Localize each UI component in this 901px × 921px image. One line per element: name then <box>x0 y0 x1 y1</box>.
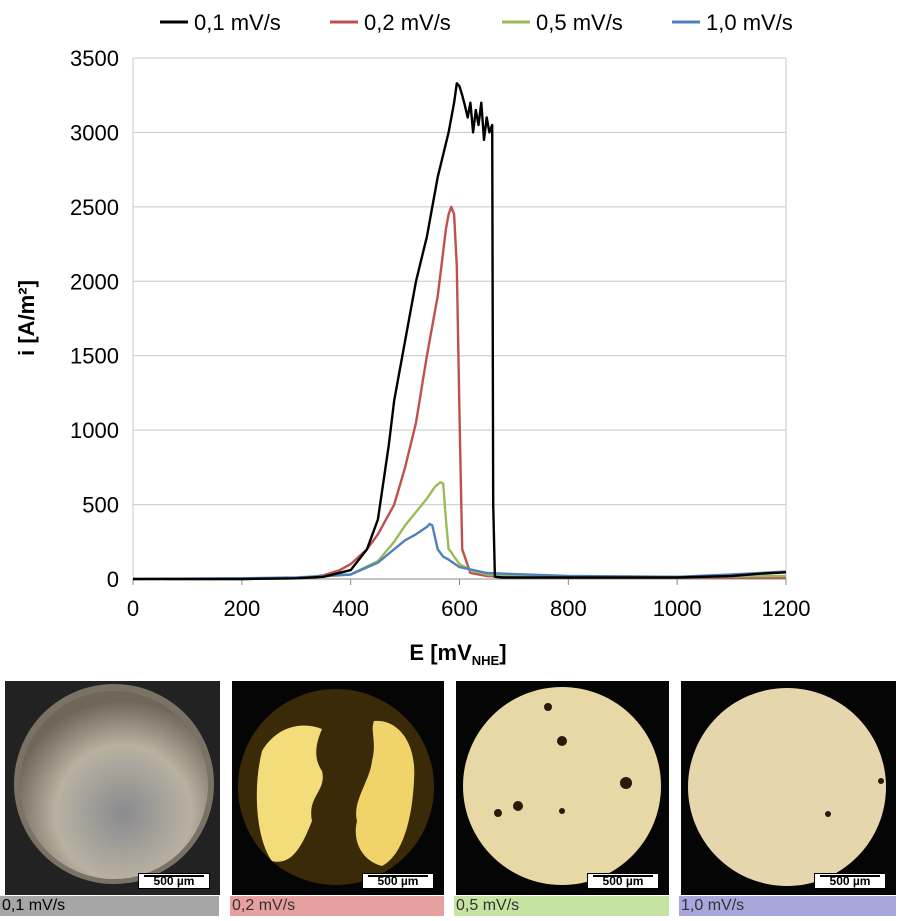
polarization-chart: 0 500 1000 1500 2000 2500 3000 3500 0 200 400 600 80… <box>14 10 810 668</box>
x-tick-label: 600 <box>441 596 478 621</box>
chart-axes: 0 500 1000 1500 2000 2500 3000 3500 0 200 400 600 80… <box>70 46 810 621</box>
chart-legend: 0,1 mV/s 0,2 mV/s 0,5 mV/s 1,0 mV/s <box>160 10 793 35</box>
chart-series <box>132 82 787 581</box>
y-tick-label: 3000 <box>70 120 119 145</box>
y-tick-label: 2000 <box>70 269 119 294</box>
y-tick-label: 1000 <box>70 418 119 443</box>
x-axis-label-main: E [mV <box>409 640 472 665</box>
y-tick-label: 2500 <box>70 195 119 220</box>
scale-bar-3: 500 µm <box>587 873 659 889</box>
scale-bar-4: 500 µm <box>814 873 886 889</box>
caption-1: 0,1 mV/s <box>0 896 219 916</box>
x-axis-label: E [mVNHE] <box>409 640 506 668</box>
y-axis-label: i [A/m²] <box>14 280 39 356</box>
scale-bar-2: 500 µm <box>362 873 434 889</box>
x-axis-label-subscript: NHE <box>472 653 500 668</box>
x-tick-label: 0 <box>127 596 139 621</box>
micrograph-2-image <box>232 681 444 895</box>
caption-3: 0,5 mV/s <box>454 896 669 916</box>
x-tick-label: 800 <box>550 596 587 621</box>
series-line-4 <box>132 522 787 581</box>
y-tick-label: 1500 <box>70 344 119 369</box>
y-tick-label: 3500 <box>70 46 119 71</box>
series-line-2 <box>165 205 786 581</box>
micrograph-3: 500 µm <box>456 681 669 895</box>
caption-2: 0,2 mV/s <box>230 896 444 916</box>
micrograph-4-image <box>681 681 896 895</box>
micrograph-4: 500 µm <box>681 681 896 895</box>
x-tick-label: 1200 <box>762 596 811 621</box>
legend-label-1: 0,1 mV/s <box>194 10 281 35</box>
caption-4: 1,0 mV/s <box>679 896 896 916</box>
series-line-1 <box>133 82 787 581</box>
legend-label-3: 0,5 mV/s <box>536 10 623 35</box>
micrograph-1: 500 µm <box>5 681 220 895</box>
x-tick-label: 400 <box>332 596 369 621</box>
y-tick-label: 0 <box>107 567 119 592</box>
x-tick-label: 200 <box>223 596 260 621</box>
series-line-3 <box>187 481 787 581</box>
scale-bar-1: 500 µm <box>138 873 210 889</box>
micrograph-1-image <box>5 681 220 895</box>
y-tick-label: 500 <box>82 493 119 518</box>
micrograph-2: 500 µm <box>232 681 444 895</box>
x-axis-label-end: ] <box>499 640 506 665</box>
x-tick-label: 1000 <box>653 596 702 621</box>
legend-label-2: 0,2 mV/s <box>364 10 451 35</box>
micrograph-3-image <box>456 681 669 895</box>
legend-label-4: 1,0 mV/s <box>706 10 793 35</box>
